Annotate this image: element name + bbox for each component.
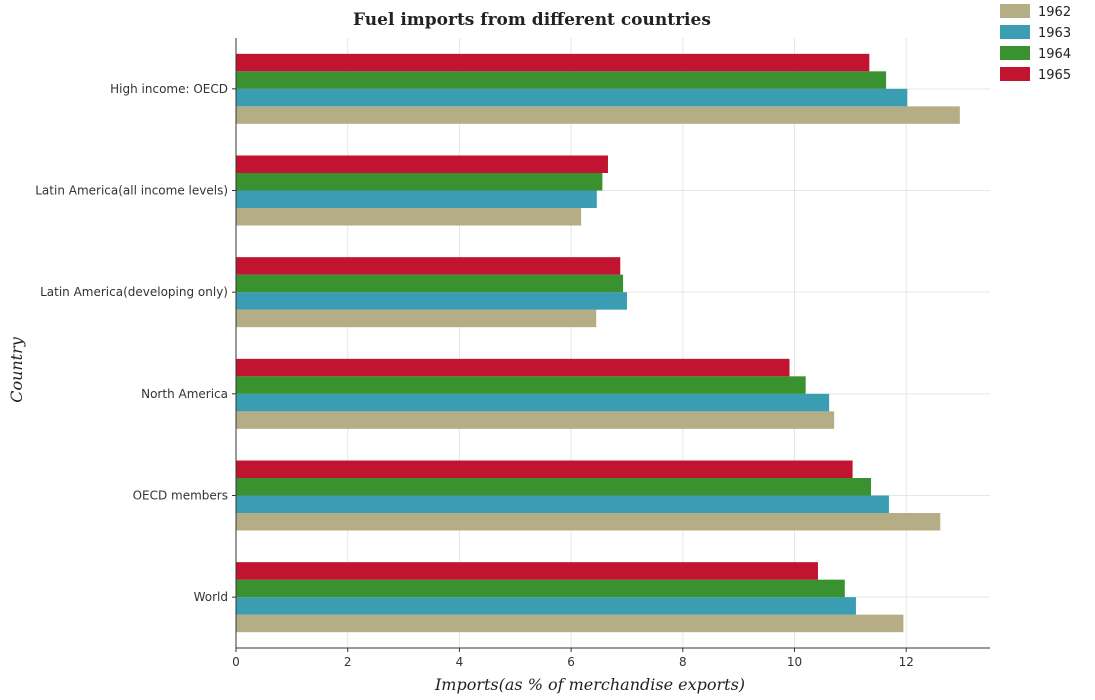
bar bbox=[236, 393, 830, 412]
bar bbox=[236, 309, 597, 328]
x-axis-label: Imports(as % of merchandise exports) bbox=[434, 675, 745, 694]
y-tick-label: North America bbox=[141, 387, 228, 401]
legend-label: 1962 bbox=[1038, 5, 1071, 20]
bar bbox=[236, 53, 870, 72]
bar bbox=[236, 614, 904, 633]
y-tick-label: Latin America(all income levels) bbox=[35, 184, 228, 198]
y-tick-label: OECD members bbox=[133, 489, 228, 503]
axes: 0 2 4 6 8 10 12 High income: OECD Latin America(… bbox=[35, 38, 990, 669]
bar bbox=[236, 376, 806, 394]
x-tick-label: 6 bbox=[567, 655, 575, 669]
bar bbox=[236, 478, 872, 496]
grid bbox=[235, 38, 990, 648]
x-tick-label: 10 bbox=[787, 655, 802, 669]
bar bbox=[236, 106, 960, 124]
chart-title: Fuel imports from different countries bbox=[353, 10, 711, 30]
y-axis-label: Country bbox=[7, 336, 26, 403]
bar bbox=[236, 597, 856, 615]
bar bbox=[236, 155, 608, 173]
legend-label: 1963 bbox=[1038, 26, 1071, 41]
x-tick-label: 2 bbox=[344, 655, 352, 669]
x-tick-label: 12 bbox=[899, 655, 914, 669]
bar bbox=[236, 460, 853, 478]
bar bbox=[236, 513, 941, 531]
legend-label: 1965 bbox=[1038, 68, 1071, 83]
legend-swatch bbox=[1000, 46, 1030, 60]
bar bbox=[236, 358, 790, 377]
bars bbox=[236, 53, 960, 633]
bar bbox=[236, 71, 887, 89]
legend-swatch bbox=[1000, 25, 1030, 39]
y-tick-label: High income: OECD bbox=[110, 82, 228, 96]
x-tick-label: 0 bbox=[232, 655, 240, 669]
bar bbox=[236, 411, 835, 429]
y-tick-label: Latin America(developing only) bbox=[40, 285, 228, 299]
bar bbox=[236, 257, 621, 275]
x-tick-label: 4 bbox=[456, 655, 464, 669]
bar bbox=[236, 190, 597, 208]
legend-label: 1964 bbox=[1038, 47, 1071, 62]
bar bbox=[236, 173, 603, 191]
bar bbox=[236, 274, 624, 293]
bar bbox=[236, 579, 845, 598]
bar bbox=[236, 88, 908, 107]
legend-swatch bbox=[1000, 67, 1030, 81]
y-tick-label: World bbox=[194, 590, 228, 604]
legend: 1962 1963 1964 1965 bbox=[1000, 4, 1071, 83]
bar bbox=[236, 292, 627, 310]
bar bbox=[236, 208, 582, 226]
bar bbox=[236, 495, 889, 513]
legend-swatch bbox=[1000, 4, 1030, 18]
x-tick-label: 8 bbox=[679, 655, 687, 669]
bar bbox=[236, 562, 818, 580]
